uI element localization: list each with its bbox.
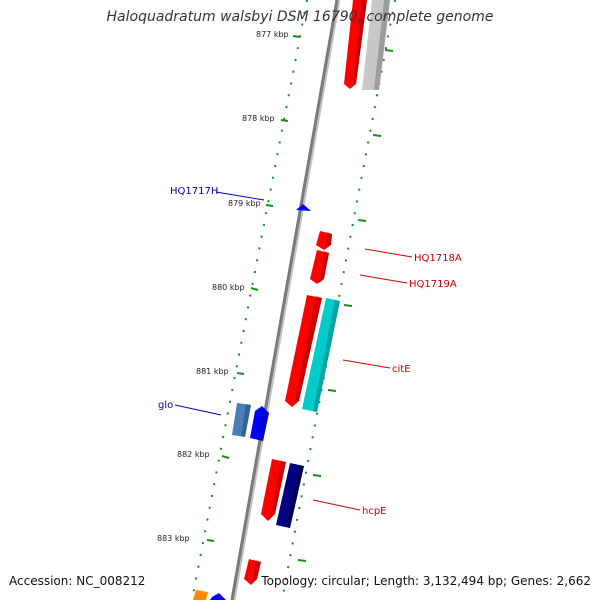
tick-883: [206, 539, 215, 542]
gene-hq1718a[interactable]: [316, 231, 332, 250]
gene-top-grey[interactable]: [362, 0, 390, 90]
topology-summary: Topology: circular; Length: 3,132,494 bp…: [261, 574, 591, 588]
tick-877: [292, 35, 301, 38]
gene-bottom-blue[interactable]: [210, 593, 226, 600]
label-hcpe[interactable]: hcpE: [362, 506, 387, 517]
callout-hq1717h: [215, 191, 265, 201]
callout-glo: [174, 404, 222, 416]
outer-tick-7: [297, 559, 307, 562]
gene-hq1717h[interactable]: [296, 204, 311, 211]
tick-label-879: 879 kbp: [228, 199, 261, 208]
outer-tick-3: [357, 219, 367, 222]
tick-label-883: 883 kbp: [157, 534, 190, 543]
gene-cite-red[interactable]: [285, 295, 322, 407]
tick-882: [221, 455, 230, 459]
tick-label-880: 880 kbp: [212, 283, 245, 292]
label-hq1718a[interactable]: HQ1718A: [414, 253, 462, 264]
tick-label-877: 877 kbp: [256, 30, 289, 39]
tick-880: [250, 287, 259, 291]
tick-label-878: 878 kbp: [242, 114, 275, 123]
accession-label: Accession: NC_008212: [9, 574, 146, 588]
tick-label-881: 881 kbp: [196, 367, 229, 376]
outer-tick-6: [312, 474, 322, 477]
tick-881: [236, 372, 245, 375]
gene-hq1719a[interactable]: [310, 250, 329, 284]
gene-glo-steelblue[interactable]: [232, 403, 251, 437]
gene-hcpe-red[interactable]: [261, 459, 286, 521]
callout-hq1719a: [359, 274, 408, 284]
gene-bottom-orange[interactable]: [193, 590, 208, 600]
outer-tick-5: [327, 389, 337, 392]
label-hq1717h[interactable]: HQ1717H: [170, 186, 218, 197]
page-title: Haloquadratum walsbyi DSM 16790, complet…: [106, 9, 494, 25]
gene-hcpe[interactable]: [276, 463, 304, 528]
label-cite[interactable]: citE: [392, 364, 411, 375]
callout-cite: [342, 359, 391, 369]
outer-tick-1: [384, 49, 394, 52]
gene-cite[interactable]: [302, 298, 340, 412]
tick-878: [280, 119, 289, 122]
label-hq1719a[interactable]: HQ1719A: [409, 279, 457, 290]
outer-tick-2: [372, 134, 382, 137]
tick-marks: [206, 35, 394, 562]
genome-backbone-line: [230, 0, 339, 600]
label-glo[interactable]: glo: [158, 400, 173, 411]
gene-top-red[interactable]: [344, 0, 367, 89]
callout-hq1718a: [364, 248, 413, 258]
outer-tick-4: [343, 304, 353, 307]
tick-label-882: 882 kbp: [177, 450, 210, 459]
callout-hcpe: [312, 499, 361, 511]
gene-glo[interactable]: [250, 406, 269, 441]
tick-879: [265, 204, 274, 207]
gene-bottom-red[interactable]: [244, 559, 261, 585]
